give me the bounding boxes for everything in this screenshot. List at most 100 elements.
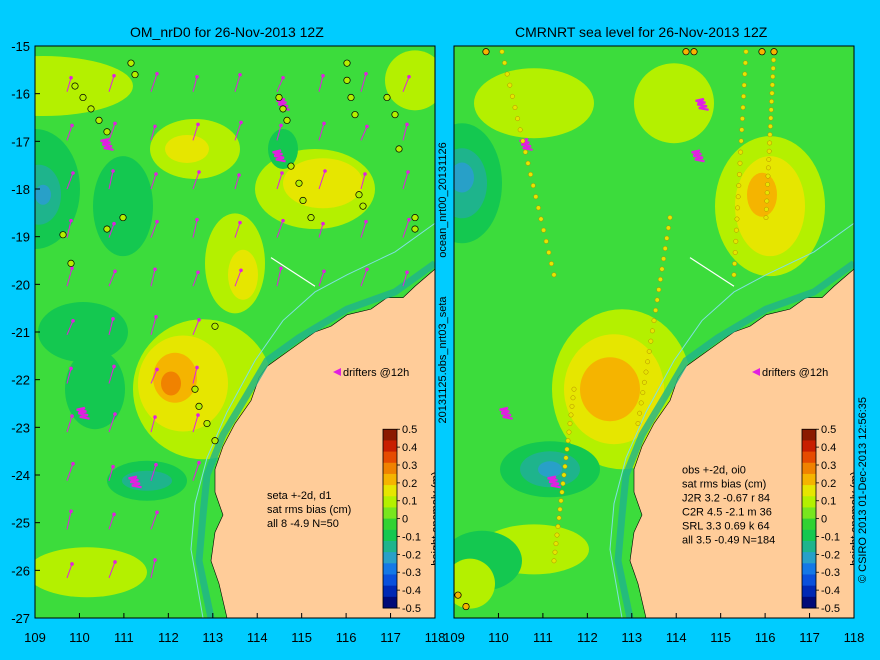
along-track-observation (770, 74, 776, 80)
current-arrow (234, 74, 241, 92)
colorbar-tick-label: 0.1 (402, 496, 417, 508)
along-track-observation (736, 171, 742, 177)
run-id-label: ocean_nrt00_20131126 (437, 142, 449, 257)
along-track-observation (735, 205, 741, 211)
current-arrow-head (279, 123, 283, 128)
along-track-observation (771, 57, 777, 63)
height-anomaly-patch (580, 357, 640, 422)
current-arrow (150, 512, 158, 530)
current-arrow-head (69, 75, 73, 80)
drifter-track (76, 406, 90, 420)
altimeter-observation (67, 259, 75, 267)
current-arrow-head (197, 170, 201, 174)
current-arrow (318, 170, 326, 190)
map-frame (453, 45, 855, 619)
along-track-observation (734, 216, 740, 222)
current-arrow (318, 271, 325, 287)
along-track-observation (769, 90, 775, 96)
altimeter-observation (195, 402, 203, 410)
drifter-track (272, 149, 286, 163)
current-arrow-head (69, 366, 73, 371)
along-track-observation (662, 246, 668, 251)
along-track-observation (739, 116, 745, 122)
current-arrow-head (71, 319, 75, 323)
colorbar-swatch (802, 518, 816, 531)
current-arrow (318, 123, 325, 141)
x-tick-label: 113 (621, 630, 642, 645)
current-arrow-head (237, 173, 241, 177)
along-track-observation (741, 82, 747, 88)
along-track-observation (641, 379, 647, 385)
altimeter-observation (79, 93, 87, 102)
height-anomaly-patch (93, 156, 153, 257)
altimeter-observation (359, 202, 367, 210)
along-track-observation (525, 160, 531, 166)
colorbar-swatch (383, 429, 397, 441)
along-track-observation (541, 227, 547, 233)
along-track-observation (765, 181, 771, 187)
altimeter-observation (287, 162, 295, 170)
x-tick-label: 110 (69, 630, 90, 645)
current-arrow (66, 511, 72, 530)
height-anomaly-patch (283, 158, 363, 209)
along-track-observation (543, 238, 549, 244)
current-arrow (192, 319, 200, 336)
current-arrow (150, 269, 156, 287)
y-tick-label: -21 (11, 325, 30, 340)
along-track-observation (743, 49, 749, 55)
along-track-observation (733, 227, 739, 233)
along-track-observation (638, 400, 644, 406)
current-arrow-head (112, 512, 116, 517)
current-arrow-head (238, 72, 242, 77)
along-track-observation (664, 235, 670, 241)
current-arrow (360, 221, 367, 238)
along-track-observation (557, 506, 563, 512)
stats-line: sat rms bias (cm) (682, 478, 766, 490)
x-tick-label: 114 (666, 630, 687, 645)
colorbar-swatch (802, 585, 816, 598)
along-track-observation (766, 157, 772, 162)
along-track-observation (765, 173, 771, 179)
current-arrow (192, 462, 200, 481)
current-arrow-head (112, 364, 116, 369)
current-arrow-head (365, 124, 369, 129)
current-arrow (318, 223, 324, 238)
current-arrow (108, 514, 115, 530)
altimeter-observation (355, 191, 363, 199)
along-track-observation (512, 105, 518, 110)
along-track-observation (522, 149, 528, 155)
current-arrow-head (111, 169, 115, 173)
along-track-observation (528, 171, 534, 177)
along-track-observation (567, 421, 573, 426)
colorbar-tick-label: 0 (402, 514, 408, 526)
along-track-observation (768, 107, 774, 113)
along-track-observation (538, 216, 544, 222)
current-arrow-head (153, 267, 157, 272)
colorbar-swatch (383, 574, 397, 587)
shelf-band (614, 260, 854, 618)
shelf-band (195, 260, 435, 618)
current-arrow-head (154, 172, 158, 176)
along-track-observation (643, 369, 649, 375)
current-arrow (234, 174, 240, 190)
x-tick-label: 116 (755, 630, 776, 645)
colorbar-tick-label: -0.1 (402, 531, 421, 543)
along-track-observation (731, 272, 737, 278)
altimeter-observation (383, 93, 391, 102)
current-arrow (402, 124, 408, 141)
y-tick-label: -17 (11, 134, 30, 149)
colorbar-axis-label: height anomaly (m) (849, 472, 861, 566)
height-anomaly-patch (385, 50, 435, 111)
along-track-observation (659, 266, 665, 272)
height-anomaly-patch (454, 162, 474, 193)
colorbar-swatch (383, 585, 397, 598)
along-track-observation (530, 183, 536, 189)
tide-gauge-observation (482, 48, 490, 56)
map-area-r: drifters @12h obs +-2d, oi0 sat rms bias (… (454, 46, 861, 618)
along-track-observation (553, 541, 559, 547)
height-anomaly-patch (122, 470, 172, 491)
current-arrow (150, 464, 157, 481)
current-arrow (66, 320, 74, 336)
altimeter-observation (87, 105, 95, 113)
shelf-edge-contour (190, 222, 435, 618)
